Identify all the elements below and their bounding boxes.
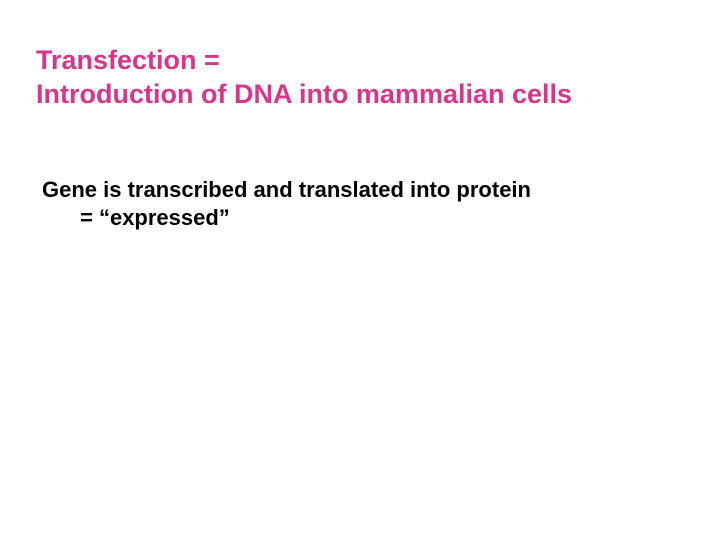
slide-body: Gene is transcribed and translated into … — [42, 176, 662, 231]
title-line-2: Introduction of DNA into mammalian cells — [36, 78, 676, 112]
slide: Transfection = Introduction of DNA into … — [0, 0, 720, 540]
slide-title: Transfection = Introduction of DNA into … — [36, 44, 676, 112]
title-line-1: Transfection = — [36, 44, 676, 78]
body-line-2: = “expressed” — [42, 204, 662, 232]
body-line-1: Gene is transcribed and translated into … — [42, 176, 662, 204]
